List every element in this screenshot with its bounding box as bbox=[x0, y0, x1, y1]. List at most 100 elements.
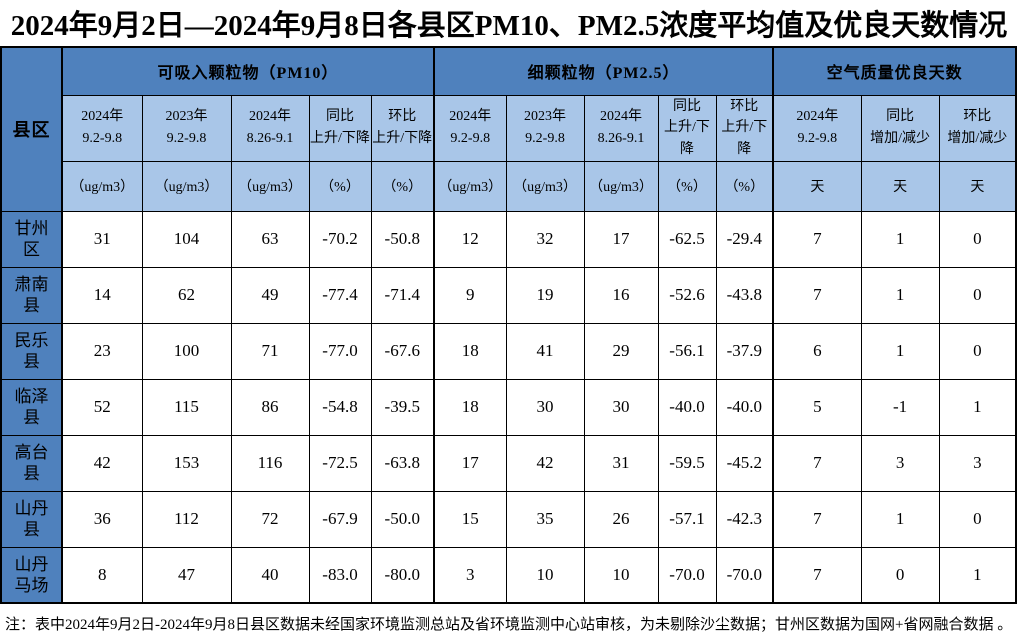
value-cell: 1 bbox=[860, 210, 940, 268]
column-header: 2024年 8.26-9.1 bbox=[583, 94, 659, 162]
table-row: 肃南县 14 62 49 -77.4 -71.4 9 19 16 -52.6 -43.8 7 1 0 bbox=[0, 266, 1017, 324]
value-cell: 100 bbox=[141, 322, 232, 380]
value-cell: 10 bbox=[583, 546, 659, 604]
column-header: 2024年 9.2-9.8 bbox=[433, 94, 507, 162]
value-cell: -50.0 bbox=[370, 490, 435, 548]
column-header: 2024年 9.2-9.8 bbox=[61, 94, 143, 162]
value-cell: 18 bbox=[433, 322, 507, 380]
column-header: 同比 上升/下降 bbox=[308, 94, 372, 162]
unit-header: 天 bbox=[772, 160, 862, 212]
value-cell: 86 bbox=[230, 378, 310, 436]
table-row: 临泽县 52 115 86 -54.8 -39.5 18 30 30 -40.0 -40.0 5 -1 1 bbox=[0, 378, 1017, 436]
value-cell: -54.8 bbox=[308, 378, 372, 436]
value-cell: 15 bbox=[433, 490, 507, 548]
value-cell: -72.5 bbox=[308, 434, 372, 492]
value-cell: -59.5 bbox=[657, 434, 717, 492]
value-cell: -67.9 bbox=[308, 490, 372, 548]
county-name: 肃南县 bbox=[0, 266, 63, 324]
value-cell: -57.1 bbox=[657, 490, 717, 548]
unit-header: 天 bbox=[938, 160, 1017, 212]
table-row: 民乐县 23 100 71 -77.0 -67.6 18 41 29 -56.1 -37.9 6 1 0 bbox=[0, 322, 1017, 380]
value-cell: 36 bbox=[61, 490, 143, 548]
value-cell: -37.9 bbox=[715, 322, 774, 380]
value-cell: 0 bbox=[938, 490, 1017, 548]
column-header: 环比 上升/下降 bbox=[370, 94, 435, 162]
value-cell: 63 bbox=[230, 210, 310, 268]
value-cell: -80.0 bbox=[370, 546, 435, 604]
group-header-pm10: 可吸入颗粒物（PM10） bbox=[61, 46, 435, 96]
value-cell: 71 bbox=[230, 322, 310, 380]
column-header: 同比 上升/下降 bbox=[657, 94, 717, 162]
value-cell: 8 bbox=[61, 546, 143, 604]
value-cell: -52.6 bbox=[657, 266, 717, 324]
value-cell: -77.4 bbox=[308, 266, 372, 324]
value-cell: 12 bbox=[433, 210, 507, 268]
value-cell: 1 bbox=[860, 490, 940, 548]
value-cell: 29 bbox=[583, 322, 659, 380]
pollution-data-table: 县区 可吸入颗粒物（PM10） 细颗粒物（PM2.5） 空气质量优良天数 202… bbox=[0, 46, 1018, 605]
footnote: 注：表中2024年9月2日-2024年9月8日县区数据未经国家环境监测总站及省环… bbox=[5, 617, 1013, 634]
value-cell: 1 bbox=[860, 266, 940, 324]
unit-row: （ug/m3） （ug/m3） （ug/m3） （%） （%） （ug/m3） （ug/m3… bbox=[1, 160, 1017, 212]
value-cell: 112 bbox=[141, 490, 232, 548]
value-cell: -50.8 bbox=[370, 210, 435, 268]
value-cell: 19 bbox=[505, 266, 585, 324]
value-cell: -63.8 bbox=[370, 434, 435, 492]
value-cell: -45.2 bbox=[715, 434, 774, 492]
value-cell: -71.4 bbox=[370, 266, 435, 324]
value-cell: 17 bbox=[433, 434, 507, 492]
value-cell: 7 bbox=[772, 490, 862, 548]
group-header-pm25: 细颗粒物（PM2.5） bbox=[432, 46, 774, 96]
unit-header: （ug/m3） bbox=[230, 160, 310, 212]
subheader-row: 2024年 9.2-9.8 2023年 9.2-9.8 2024年 8.26-9.1 同比上… bbox=[1, 94, 1017, 162]
value-cell: 1 bbox=[938, 546, 1017, 604]
value-cell: 3 bbox=[433, 546, 507, 604]
table-row: 甘州区 31 104 63 -70.2 -50.8 12 32 17 -62.5 -29.4 7 1 0 bbox=[0, 210, 1017, 268]
value-cell: -1 bbox=[860, 378, 940, 436]
value-cell: 7 bbox=[772, 266, 862, 324]
county-name: 高台县 bbox=[0, 434, 63, 492]
value-cell: 0 bbox=[938, 266, 1017, 324]
value-cell: 72 bbox=[230, 490, 310, 548]
county-column-header: 县区 bbox=[0, 46, 63, 212]
unit-header: （ug/m3） bbox=[505, 160, 585, 212]
unit-header: （ug/m3） bbox=[583, 160, 659, 212]
value-cell: -70.0 bbox=[657, 546, 717, 604]
value-cell: 115 bbox=[141, 378, 232, 436]
unit-header: （ug/m3） bbox=[433, 160, 507, 212]
value-cell: -40.0 bbox=[657, 378, 717, 436]
county-name: 山丹县 bbox=[0, 490, 63, 548]
value-cell: -40.0 bbox=[715, 378, 774, 436]
page-title: 2024年9月2日—2024年9月8日各县区PM10、PM2.5浓度平均值及优良… bbox=[10, 10, 1008, 42]
value-cell: -62.5 bbox=[657, 210, 717, 268]
value-cell: -29.4 bbox=[715, 210, 774, 268]
value-cell: 1 bbox=[860, 322, 940, 380]
value-cell: -56.1 bbox=[657, 322, 717, 380]
table-row: 高台县 42 153 116 -72.5 -63.8 17 42 31 -59.5 -45.2 7 3 3 bbox=[0, 434, 1017, 492]
value-cell: 62 bbox=[141, 266, 232, 324]
value-cell: 40 bbox=[230, 546, 310, 604]
column-header: 同比 增加/减少 bbox=[860, 94, 940, 162]
value-cell: 31 bbox=[61, 210, 143, 268]
unit-header: （ug/m3） bbox=[141, 160, 232, 212]
value-cell: 41 bbox=[505, 322, 585, 380]
column-header: 环比 上升/下降 bbox=[715, 94, 774, 162]
unit-header: （%） bbox=[308, 160, 372, 212]
unit-header: （%） bbox=[657, 160, 717, 212]
value-cell: 16 bbox=[583, 266, 659, 324]
value-cell: 0 bbox=[860, 546, 940, 604]
value-cell: -67.6 bbox=[370, 322, 435, 380]
county-name: 山丹马场 bbox=[0, 546, 63, 604]
value-cell: -77.0 bbox=[308, 322, 372, 380]
value-cell: 18 bbox=[433, 378, 507, 436]
value-cell: 30 bbox=[583, 378, 659, 436]
unit-header: 天 bbox=[860, 160, 940, 212]
unit-header: （%） bbox=[715, 160, 774, 212]
group-header-good-days: 空气质量优良天数 bbox=[772, 46, 1017, 96]
value-cell: 0 bbox=[938, 210, 1017, 268]
table-body: 甘州区 31 104 63 -70.2 -50.8 12 32 17 -62.5 -29.4 7 1 0 肃… bbox=[0, 210, 1017, 604]
value-cell: 49 bbox=[230, 266, 310, 324]
group-header-row: 县区 可吸入颗粒物（PM10） 细颗粒物（PM2.5） 空气质量优良天数 bbox=[0, 46, 1017, 212]
value-cell: 10 bbox=[505, 546, 585, 604]
column-header: 2024年 9.2-9.8 bbox=[772, 94, 862, 162]
